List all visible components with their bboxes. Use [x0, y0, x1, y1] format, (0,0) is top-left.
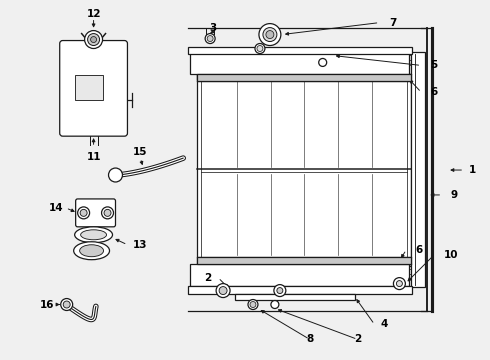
Text: 14: 14 — [49, 203, 63, 213]
Circle shape — [266, 31, 274, 39]
Circle shape — [216, 284, 230, 298]
Circle shape — [271, 301, 279, 309]
Text: 6: 6 — [416, 245, 423, 255]
Circle shape — [108, 168, 122, 182]
Circle shape — [77, 207, 90, 219]
Text: 1: 1 — [468, 165, 476, 175]
Bar — [74, 75, 102, 100]
Circle shape — [219, 287, 227, 294]
Bar — [190, 53, 409, 75]
Text: 5: 5 — [431, 60, 438, 71]
Circle shape — [61, 298, 73, 310]
Circle shape — [255, 44, 265, 54]
Text: 9: 9 — [451, 190, 458, 200]
Circle shape — [88, 33, 99, 45]
Circle shape — [101, 207, 114, 219]
Circle shape — [85, 31, 102, 49]
Text: 3: 3 — [210, 23, 217, 33]
FancyBboxPatch shape — [75, 199, 116, 227]
Bar — [188, 46, 413, 54]
Circle shape — [396, 280, 402, 287]
FancyBboxPatch shape — [60, 41, 127, 136]
Circle shape — [205, 33, 215, 44]
Ellipse shape — [74, 227, 113, 243]
Bar — [188, 285, 413, 293]
Text: 10: 10 — [444, 250, 459, 260]
Circle shape — [91, 37, 97, 42]
Circle shape — [248, 300, 258, 310]
Bar — [201, 78, 407, 262]
Circle shape — [274, 285, 286, 297]
Text: 11: 11 — [86, 152, 101, 162]
Text: 13: 13 — [133, 240, 147, 250]
Text: 2: 2 — [204, 273, 212, 283]
Bar — [197, 75, 412, 266]
Circle shape — [393, 278, 405, 289]
Circle shape — [277, 288, 283, 293]
Ellipse shape — [74, 242, 110, 260]
Circle shape — [80, 210, 87, 216]
Bar — [235, 293, 355, 300]
Bar — [197, 257, 412, 264]
Bar — [190, 264, 409, 285]
Circle shape — [207, 36, 213, 41]
Text: 15: 15 — [133, 147, 147, 157]
Circle shape — [259, 24, 281, 45]
Text: 16: 16 — [40, 300, 54, 310]
Bar — [412, 53, 425, 287]
Circle shape — [318, 58, 327, 67]
Text: 7: 7 — [390, 18, 397, 28]
Text: 12: 12 — [86, 9, 101, 19]
Circle shape — [104, 210, 111, 216]
Text: 4: 4 — [381, 319, 388, 329]
Text: 2: 2 — [354, 334, 361, 345]
Circle shape — [257, 45, 263, 51]
Circle shape — [63, 301, 70, 308]
Circle shape — [250, 302, 256, 307]
Ellipse shape — [81, 230, 106, 240]
Circle shape — [263, 28, 277, 41]
Text: 6: 6 — [431, 87, 438, 97]
Bar — [197, 75, 412, 81]
Text: 8: 8 — [306, 334, 314, 345]
Ellipse shape — [80, 245, 103, 257]
